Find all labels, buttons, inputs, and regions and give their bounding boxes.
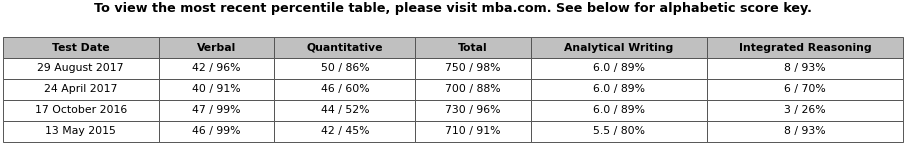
Bar bbox=[159, 79, 275, 100]
Text: Quantitative: Quantitative bbox=[306, 43, 383, 53]
Bar bbox=[531, 58, 707, 79]
Text: 29 August 2017: 29 August 2017 bbox=[37, 63, 124, 74]
Text: 3 / 26%: 3 / 26% bbox=[785, 105, 826, 115]
Bar bbox=[159, 37, 275, 58]
Text: 13 May 2015: 13 May 2015 bbox=[45, 126, 116, 136]
Text: 46 / 60%: 46 / 60% bbox=[321, 84, 369, 94]
Bar bbox=[3, 79, 159, 100]
Text: 42 / 96%: 42 / 96% bbox=[192, 63, 241, 74]
Bar bbox=[275, 121, 415, 142]
Bar bbox=[531, 37, 707, 58]
Text: 8 / 93%: 8 / 93% bbox=[785, 126, 826, 136]
Bar bbox=[275, 58, 415, 79]
Bar bbox=[707, 79, 903, 100]
Text: 6.0 / 89%: 6.0 / 89% bbox=[593, 63, 645, 74]
Bar bbox=[415, 58, 531, 79]
Bar bbox=[415, 100, 531, 121]
Text: 8 / 93%: 8 / 93% bbox=[785, 63, 826, 74]
Bar bbox=[707, 100, 903, 121]
Text: 6 / 70%: 6 / 70% bbox=[785, 84, 826, 94]
Text: 24 April 2017: 24 April 2017 bbox=[44, 84, 118, 94]
Bar bbox=[707, 58, 903, 79]
Bar bbox=[275, 100, 415, 121]
Text: 46 / 99%: 46 / 99% bbox=[192, 126, 241, 136]
Bar bbox=[707, 121, 903, 142]
Text: 50 / 86%: 50 / 86% bbox=[321, 63, 369, 74]
Bar bbox=[159, 100, 275, 121]
Text: 47 / 99%: 47 / 99% bbox=[192, 105, 241, 115]
Text: 730 / 96%: 730 / 96% bbox=[446, 105, 501, 115]
Bar bbox=[531, 121, 707, 142]
Text: 40 / 91%: 40 / 91% bbox=[192, 84, 241, 94]
Text: Verbal: Verbal bbox=[197, 43, 236, 53]
Bar bbox=[415, 121, 531, 142]
Bar bbox=[159, 58, 275, 79]
Bar bbox=[275, 37, 415, 58]
Text: 5.5 / 80%: 5.5 / 80% bbox=[593, 126, 645, 136]
Bar bbox=[3, 58, 159, 79]
Bar bbox=[531, 100, 707, 121]
Bar bbox=[415, 79, 531, 100]
Bar bbox=[415, 37, 531, 58]
Bar bbox=[3, 37, 159, 58]
Bar bbox=[3, 100, 159, 121]
Bar bbox=[531, 79, 707, 100]
Bar bbox=[159, 121, 275, 142]
Text: Total: Total bbox=[458, 43, 488, 53]
Text: Integrated Reasoning: Integrated Reasoning bbox=[739, 43, 872, 53]
Text: Analytical Writing: Analytical Writing bbox=[564, 43, 674, 53]
Bar bbox=[707, 37, 903, 58]
Text: 17 October 2016: 17 October 2016 bbox=[34, 105, 127, 115]
Bar bbox=[3, 121, 159, 142]
Text: 6.0 / 89%: 6.0 / 89% bbox=[593, 84, 645, 94]
Bar bbox=[275, 79, 415, 100]
Text: 750 / 98%: 750 / 98% bbox=[446, 63, 501, 74]
Text: 6.0 / 89%: 6.0 / 89% bbox=[593, 105, 645, 115]
Text: 700 / 88%: 700 / 88% bbox=[446, 84, 501, 94]
Text: 44 / 52%: 44 / 52% bbox=[321, 105, 369, 115]
Text: 710 / 91%: 710 / 91% bbox=[446, 126, 501, 136]
Text: To view the most recent percentile table, please visit mba.com. See below for al: To view the most recent percentile table… bbox=[94, 2, 812, 15]
Text: Test Date: Test Date bbox=[52, 43, 110, 53]
Text: 42 / 45%: 42 / 45% bbox=[321, 126, 369, 136]
